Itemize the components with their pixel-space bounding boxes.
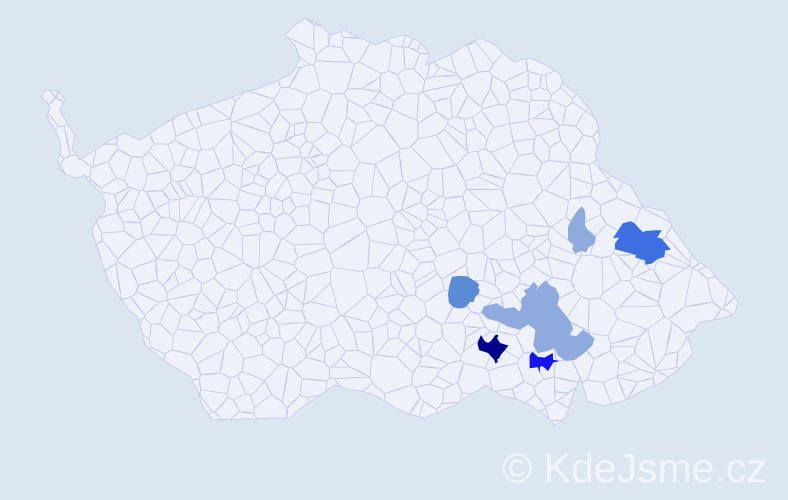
svg-text:© KdeJsme.cz: © KdeJsme.cz	[502, 445, 767, 491]
